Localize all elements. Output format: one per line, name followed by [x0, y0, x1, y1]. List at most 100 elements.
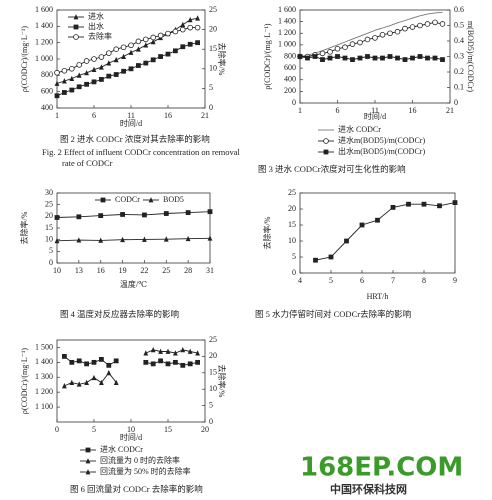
- marker: [150, 34, 157, 41]
- x-tick-label: 5: [92, 425, 96, 434]
- x-axis-label: 时间/d: [364, 111, 386, 121]
- x-tick-label: 10: [127, 425, 135, 434]
- marker: [106, 50, 112, 56]
- marker: [99, 356, 104, 362]
- marker: [69, 75, 75, 81]
- y2-tick-label: 15: [209, 368, 217, 377]
- marker: [113, 46, 119, 52]
- x-tick-label: 9: [453, 276, 457, 285]
- marker: [91, 374, 97, 381]
- watermark-logo: 168EP.COM: [300, 453, 463, 483]
- marker: [185, 235, 191, 242]
- marker: [387, 54, 393, 59]
- y-axis-label: ρ(CODCr)/(mg·L⁻¹): [20, 348, 29, 414]
- y-tick-label: 600: [41, 86, 53, 95]
- y-tick-label: 1 500: [35, 342, 53, 351]
- marker: [84, 69, 89, 76]
- marker: [163, 236, 169, 242]
- marker: [173, 350, 178, 356]
- x-tick-label: 7: [391, 276, 395, 285]
- y2-tick-label: 0.3: [454, 51, 464, 60]
- y2-tick-label: 5: [209, 400, 213, 409]
- marker: [143, 60, 149, 66]
- marker: [106, 60, 112, 66]
- y-tick-label: 400: [284, 75, 296, 84]
- marker: [54, 69, 60, 76]
- marker: [69, 66, 75, 72]
- marker: [83, 58, 90, 64]
- marker: [328, 254, 334, 260]
- marker: [113, 72, 119, 77]
- marker: [394, 28, 401, 35]
- marker: [85, 458, 91, 464]
- marker: [180, 21, 186, 28]
- marker: [150, 38, 156, 45]
- marker: [357, 55, 363, 61]
- marker: [98, 213, 104, 219]
- y2-tick-label: 15: [209, 44, 217, 53]
- marker: [158, 358, 163, 364]
- marker: [76, 358, 82, 364]
- y2-axis-label: m(BOD5)/m(CODCr): [466, 21, 475, 92]
- watermark-text: 中国环保科技网: [330, 482, 407, 496]
- y-tick-label: 30: [45, 188, 53, 197]
- marker: [323, 138, 329, 144]
- marker: [54, 237, 60, 244]
- marker: [390, 205, 396, 210]
- y-tick-label: 1 200: [278, 28, 296, 37]
- marker: [165, 361, 171, 367]
- y-tick-label: 600: [284, 63, 296, 72]
- marker: [85, 469, 91, 475]
- marker: [98, 237, 104, 243]
- y2-tick-label: 10: [209, 64, 217, 73]
- marker: [99, 64, 104, 70]
- y-tick-label: 1 200: [35, 387, 53, 396]
- marker: [207, 209, 213, 215]
- marker: [143, 42, 149, 48]
- y-tick-label: 15: [45, 223, 53, 232]
- marker: [54, 93, 60, 99]
- x-tick-label: 22: [140, 266, 148, 275]
- x-tick-label: 19: [119, 266, 127, 275]
- marker: [185, 210, 191, 215]
- x-axis-label: 时间/d: [120, 432, 142, 442]
- x-tick-label: 8: [422, 276, 426, 285]
- legend-label: 出水: [88, 21, 104, 31]
- marker: [73, 24, 79, 30]
- x-tick-label: 13: [75, 266, 83, 275]
- marker: [136, 63, 141, 68]
- y2-tick-label: 0.4: [454, 36, 464, 45]
- y-tick-label: 800: [284, 51, 296, 60]
- marker: [327, 49, 333, 55]
- y-tick-label: 1 600: [278, 5, 296, 14]
- marker: [76, 84, 82, 90]
- marker: [437, 203, 442, 209]
- series-line: [299, 11, 443, 57]
- marker: [440, 57, 445, 62]
- marker: [91, 66, 97, 73]
- y-tick-label: 20: [45, 211, 53, 220]
- marker: [194, 24, 201, 31]
- marker: [91, 56, 97, 62]
- legend-label: BOD5: [163, 195, 184, 204]
- marker: [320, 57, 325, 62]
- x-tick-label: 11: [371, 106, 379, 115]
- marker: [402, 57, 408, 62]
- marker: [439, 21, 446, 27]
- y-tick-label: 800: [41, 70, 53, 79]
- legend-label: 进水 CODCr: [338, 124, 381, 134]
- marker: [99, 77, 104, 82]
- y-tick-label: 400: [41, 103, 53, 112]
- marker: [120, 236, 125, 243]
- marker: [113, 56, 119, 63]
- marker: [180, 346, 186, 353]
- legend-label: 回流量为 50% 时的去除率: [100, 466, 191, 476]
- marker: [425, 55, 430, 61]
- marker: [54, 80, 60, 86]
- marker: [62, 78, 67, 84]
- x-tick-label: 28: [184, 266, 192, 275]
- y-tick-label: 200: [284, 86, 296, 95]
- marker: [85, 447, 91, 453]
- marker: [62, 383, 67, 389]
- y2-tick-label: 0.6: [454, 5, 464, 14]
